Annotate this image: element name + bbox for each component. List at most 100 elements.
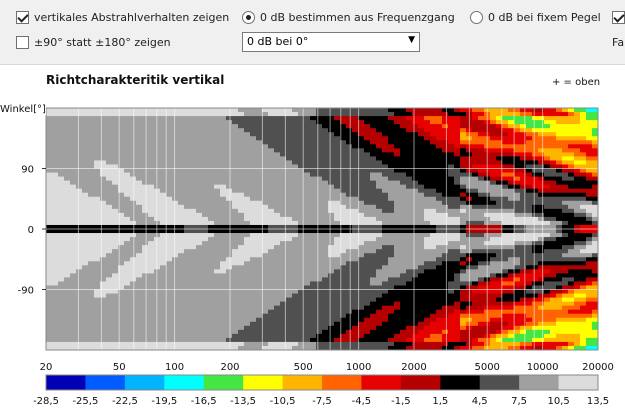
radio-unselected-icon[interactable] (470, 11, 483, 24)
heatmap-cell (256, 192, 263, 198)
heatmap-cell (508, 305, 515, 311)
heatmap-cell (430, 277, 437, 283)
heatmap-cell (268, 293, 275, 299)
heatmap-cell (244, 253, 251, 258)
heatmap-cell (340, 277, 347, 283)
heatmap-cell (424, 285, 431, 291)
heatmap-cell (286, 253, 293, 258)
heatmap-cell (214, 140, 221, 145)
heatmap-cell (262, 136, 269, 141)
heatmap-cell (424, 140, 431, 145)
heatmap-cell (412, 212, 419, 218)
heatmap-cell (454, 172, 461, 178)
heatmap-cell (118, 245, 125, 250)
heatmap-cell (184, 309, 191, 315)
heatmap-cell (322, 313, 329, 319)
dropdown-arrow-icon[interactable]: ▼ (408, 35, 415, 45)
heatmap-cell (124, 224, 131, 230)
heatmap-cell (268, 184, 275, 190)
heatmap-cell (298, 156, 305, 162)
heatmap-cell (442, 333, 449, 339)
heatmap-cell (514, 313, 521, 319)
heatmap-cell (328, 196, 335, 202)
heatmap-cell (202, 321, 209, 327)
radio-from-frequency-response[interactable]: 0 dB bestimmen aus Frequenzgang (242, 11, 455, 24)
heatmap-cell (208, 140, 215, 145)
heatmap-cell (526, 152, 533, 157)
heatmap-cell (454, 204, 461, 210)
heatmap-cell (64, 184, 71, 190)
heatmap-cell (454, 184, 461, 190)
heatmap-cell (442, 273, 449, 278)
heatmap-cell (94, 273, 101, 278)
heatmap-cell (478, 108, 485, 113)
heatmap-cell (436, 321, 443, 327)
heatmap-cell (328, 164, 335, 170)
heatmap-cell (370, 265, 377, 270)
heatmap-cell (124, 321, 131, 327)
heatmap-cell (364, 309, 371, 315)
checkbox-checked-icon[interactable] (16, 11, 29, 24)
heatmap-cell (442, 208, 449, 214)
heatmap-cell (136, 200, 143, 206)
heatmap-cell (364, 140, 371, 145)
heatmap-cell (190, 301, 197, 307)
heatmap-cell (346, 160, 353, 166)
heatmap-cell (292, 233, 299, 238)
checkbox-unchecked-icon[interactable] (16, 36, 29, 49)
heatmap-cell (262, 132, 269, 137)
heatmap-cell (208, 176, 215, 182)
heatmap-cell (118, 136, 125, 141)
heatmap-cell (70, 261, 77, 266)
heatmap-cell (514, 168, 521, 174)
heatmap-cell (364, 200, 371, 206)
heatmap-cell (196, 212, 203, 218)
heatmap-cell (448, 253, 455, 258)
heatmap-cell (376, 249, 383, 254)
radio-fixed-level[interactable]: 0 dB bei fixem Pegel (470, 11, 601, 24)
heatmap-cell (370, 120, 377, 125)
heatmap-cell (208, 297, 215, 303)
heatmap-cell (286, 333, 293, 339)
heatmap-cell (244, 116, 251, 121)
heatmap-cell (388, 172, 395, 178)
vertical-radiation-checkbox[interactable]: vertikales Abstrahlverhalten zeigen (16, 11, 229, 24)
heatmap-cell (538, 241, 545, 246)
heatmap-cell (424, 341, 431, 347)
heatmap-cell (370, 180, 377, 186)
heatmap-cell (184, 277, 191, 283)
heatmap-cell (64, 216, 71, 222)
heatmap-cell (136, 281, 143, 287)
heatmap-cell (532, 325, 539, 331)
heatmap-cell (238, 180, 245, 186)
heatmap-cell (292, 192, 299, 198)
heatmap-cell (406, 237, 413, 242)
heatmap-cell (94, 212, 101, 218)
heatmap-cell (256, 245, 263, 250)
heatmap-cell (112, 212, 119, 218)
heatmap-cell (166, 124, 173, 129)
reference-dropdown[interactable]: 0 dB bei 0° ▼ (242, 32, 420, 52)
heatmap-cell (298, 172, 305, 178)
range-checkbox[interactable]: ±90° statt ±180° zeigen (16, 36, 171, 49)
heatmap-cell (400, 249, 407, 254)
heatmap-cell (316, 164, 323, 170)
heatmap-cell (208, 309, 215, 315)
heatmap-cell (148, 229, 155, 234)
heatmap-cell (100, 160, 107, 166)
heatmap-cell (64, 176, 71, 182)
heatmap-cell (364, 208, 371, 214)
heatmap-cell (514, 273, 521, 278)
heatmap-cell (460, 188, 467, 194)
heatmap-cell (58, 333, 65, 339)
radio-selected-icon[interactable] (242, 11, 255, 24)
heatmap-cell (136, 160, 143, 166)
heatmap-cell (172, 337, 179, 343)
heatmap-cell (172, 168, 179, 174)
heatmap-cell (100, 144, 107, 149)
heatmap-cell (76, 224, 83, 230)
heatmap-cell (106, 265, 113, 270)
heatmap-cell (340, 212, 347, 218)
heatmap-cell (400, 233, 407, 238)
heatmap-cell (370, 337, 377, 343)
